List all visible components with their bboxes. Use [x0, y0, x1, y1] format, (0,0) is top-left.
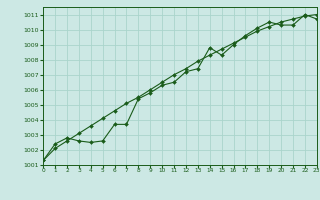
Text: Graphe pression niveau de la mer (hPa): Graphe pression niveau de la mer (hPa)	[65, 184, 255, 193]
